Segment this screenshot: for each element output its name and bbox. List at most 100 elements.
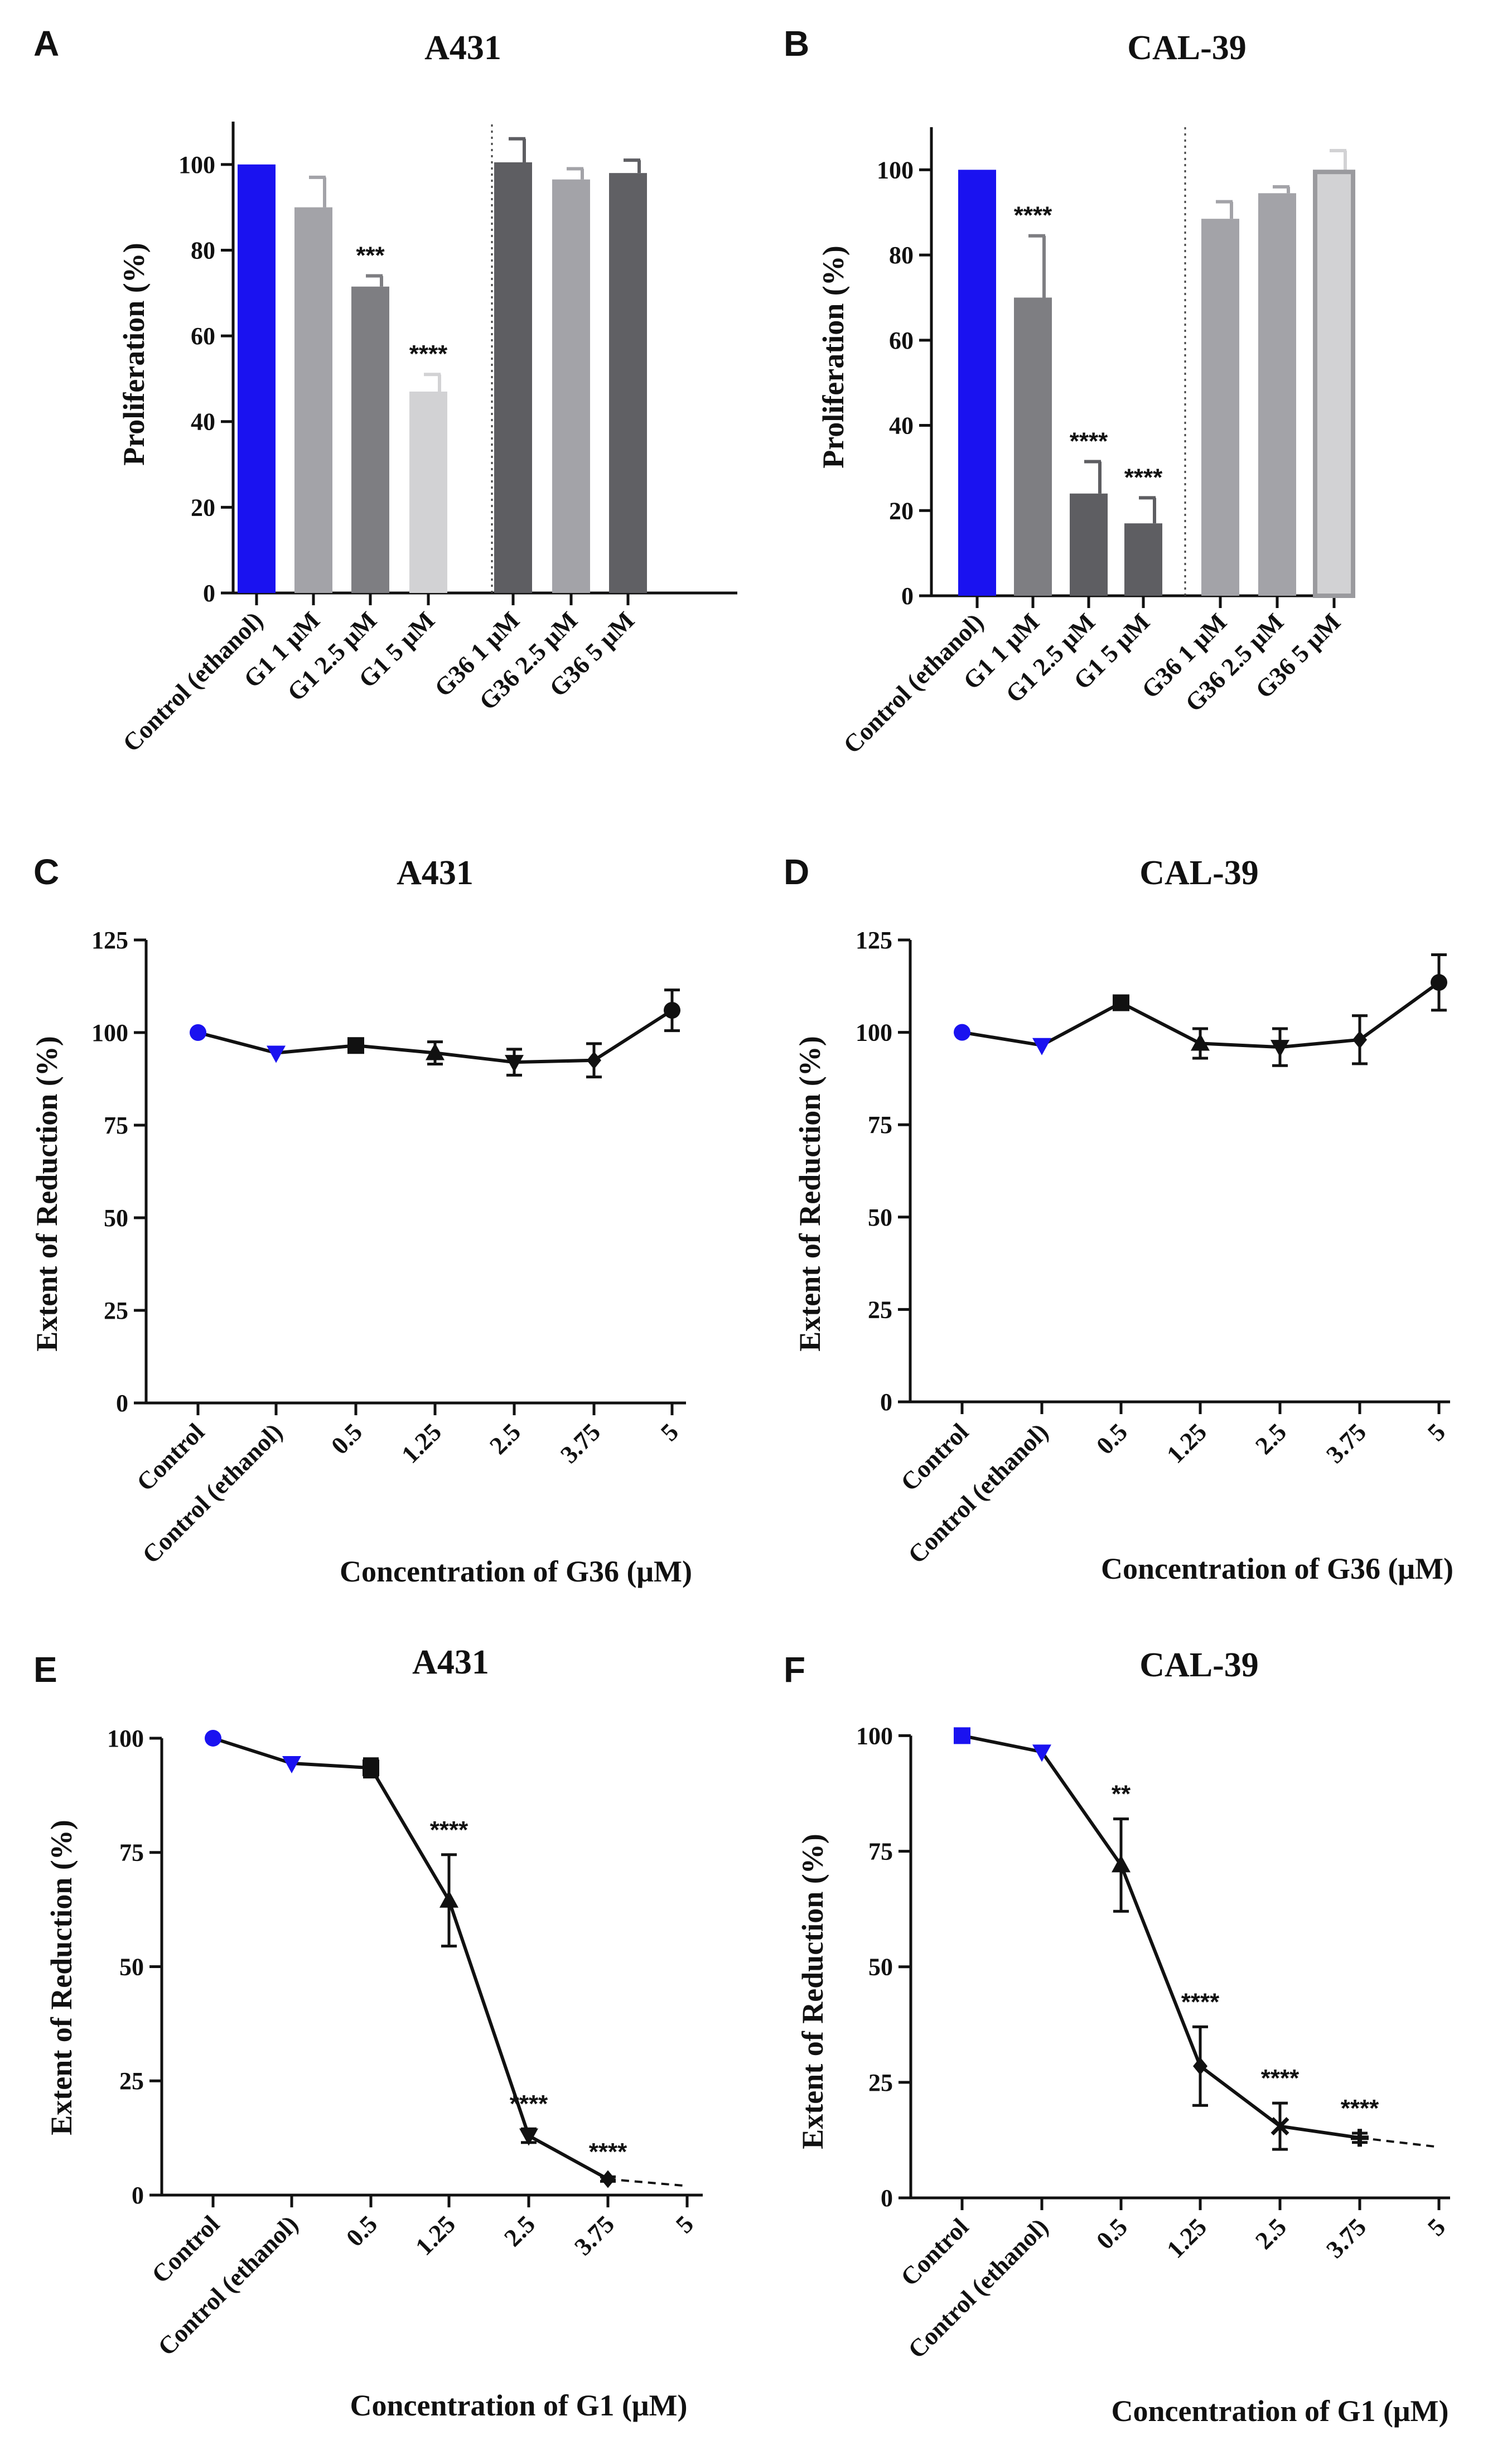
x-tick-label-c: Control (ethanol) <box>137 1418 288 1569</box>
y-tick-label-c: 75 <box>104 1112 128 1139</box>
bar-a <box>238 164 276 593</box>
y-tick-label-e: 75 <box>119 1839 144 1867</box>
panel-e: E A431 Extent of Reduction (%) Concentra… <box>33 1643 688 2422</box>
x-tick-label-e: 5 <box>670 2210 699 2239</box>
y-tick-label-c: 25 <box>104 1297 128 1324</box>
y-tick-label-a: 20 <box>191 494 215 521</box>
data-point-d <box>1271 1040 1289 1058</box>
y-tick-label-b: 0 <box>901 582 914 610</box>
data-point-c <box>347 1037 364 1054</box>
x-axis-label-e: Concentration of G1 (μM) <box>350 2389 688 2422</box>
significance-label-e: **** <box>430 1816 468 1844</box>
data-point-f <box>1112 1855 1131 1873</box>
data-point-e <box>363 1759 379 1777</box>
y-tick-label-d: 50 <box>868 1204 892 1231</box>
data-point-d <box>1032 1038 1051 1055</box>
y-tick-label-a: 80 <box>191 237 215 264</box>
y-tick-label-c: 50 <box>104 1204 128 1232</box>
significance-label-b: **** <box>1070 427 1108 455</box>
y-tick-label-b: 40 <box>889 412 914 440</box>
bar-a <box>294 207 332 593</box>
data-point-f <box>1271 2117 1289 2136</box>
extrapolated-line-e <box>607 2178 688 2187</box>
y-tick-label-e: 50 <box>119 1953 144 1980</box>
significance-label-a: **** <box>409 340 448 368</box>
bar-b <box>958 170 996 596</box>
data-point-d <box>1191 1033 1210 1051</box>
data-point-f <box>1351 2129 1369 2147</box>
y-tick-label-c: 0 <box>116 1390 128 1417</box>
x-tick-label-f: 1.25 <box>1161 2213 1212 2264</box>
x-tick-label-c: 1.25 <box>396 1418 447 1469</box>
x-tick-label-e: Control (ethanol) <box>152 2210 303 2361</box>
y-axis-label-f: Extent of Reduction (%) <box>796 1834 829 2149</box>
y-tick-label-a: 100 <box>178 151 215 179</box>
panel-a: A A431 Proliferation (%) <box>33 23 501 466</box>
significance-label-b: **** <box>1124 464 1163 491</box>
y-tick-label-d: 75 <box>868 1111 892 1139</box>
x-tick-label-c: Control <box>131 1418 210 1497</box>
x-tick-label-c: 5 <box>655 1418 684 1446</box>
y-tick-label-f: 100 <box>856 1722 893 1749</box>
bar-b <box>1313 170 1355 598</box>
data-point-d <box>1113 994 1129 1011</box>
chart-title-e: A431 <box>412 1643 489 1681</box>
x-axis-label-f: Concentration of G1 (μM) <box>1112 2394 1449 2428</box>
significance-label-a: *** <box>356 242 385 269</box>
data-point-d <box>1431 974 1447 991</box>
bar-a <box>609 173 647 593</box>
panel-d: D CAL-39 Extent of Reduction (%) Concent… <box>784 852 1453 1585</box>
x-axis-label-c: Concentration of G36 (μM) <box>340 1555 692 1588</box>
bar-a <box>552 179 590 593</box>
significance-label-f: **** <box>1261 2065 1300 2092</box>
x-tick-label-e: 2.5 <box>499 2210 540 2252</box>
y-tick-label-d: 0 <box>880 1388 892 1416</box>
y-tick-label-b: 100 <box>877 156 914 184</box>
data-point-d <box>954 1024 970 1041</box>
y-tick-label-c: 125 <box>91 927 128 954</box>
panel-letter-c: C <box>33 852 59 892</box>
y-axis-label-a: Proliferation (%) <box>117 243 151 465</box>
data-point-d <box>1352 1030 1367 1049</box>
x-axis-label-d: Concentration of G36 (μM) <box>1101 1552 1453 1585</box>
y-tick-label-d: 125 <box>856 927 892 954</box>
y-tick-label-a: 60 <box>191 322 215 350</box>
y-tick-label-d: 100 <box>856 1019 892 1047</box>
y-tick-label-c: 100 <box>91 1019 128 1047</box>
y-tick-label-e: 0 <box>132 2182 144 2209</box>
y-axis-label-d: Extent of Reduction (%) <box>793 1036 827 1351</box>
y-axis-label-e: Extent of Reduction (%) <box>45 1820 78 2135</box>
x-tick-label-f: 3.75 <box>1321 2213 1371 2264</box>
y-tick-label-d: 25 <box>868 1296 892 1323</box>
x-tick-label-d: 5 <box>1422 1418 1451 1446</box>
y-tick-label-f: 75 <box>868 1838 893 1865</box>
chart-title-a: A431 <box>424 29 501 67</box>
significance-label-f: **** <box>1341 2095 1379 2122</box>
x-tick-label-f: 2.5 <box>1250 2213 1292 2255</box>
x-tick-label-d: 1.25 <box>1161 1418 1212 1469</box>
panel-f: F CAL-39 Extent of Reduction (%) Concent… <box>784 1646 1449 2428</box>
bar-b <box>1014 297 1052 596</box>
x-tick-label-e: 0.5 <box>341 2210 383 2252</box>
significance-label-e: **** <box>510 2090 548 2118</box>
x-tick-label-f: Control <box>895 2213 974 2292</box>
panel-c: C A431 Extent of Reduction (%) Concentra… <box>30 852 692 1588</box>
y-tick-label-a: 40 <box>191 408 215 436</box>
data-point-e <box>205 1729 221 1747</box>
x-tick-label-d: Control (ethanol) <box>902 1418 1054 1569</box>
x-tick-label-d: 2.5 <box>1250 1418 1292 1460</box>
data-point-c <box>664 1002 680 1019</box>
chart-title-f: CAL-39 <box>1139 1646 1259 1684</box>
significance-label-f: **** <box>1181 1988 1220 2015</box>
bar-b <box>1124 523 1162 596</box>
series-line-e <box>212 1737 609 2181</box>
bar-a <box>409 391 447 593</box>
y-tick-label-f: 0 <box>881 2184 893 2212</box>
data-point-c <box>505 1055 524 1073</box>
panel-letter-b: B <box>784 23 809 64</box>
x-tick-label-f: Control (ethanol) <box>902 2213 1054 2364</box>
